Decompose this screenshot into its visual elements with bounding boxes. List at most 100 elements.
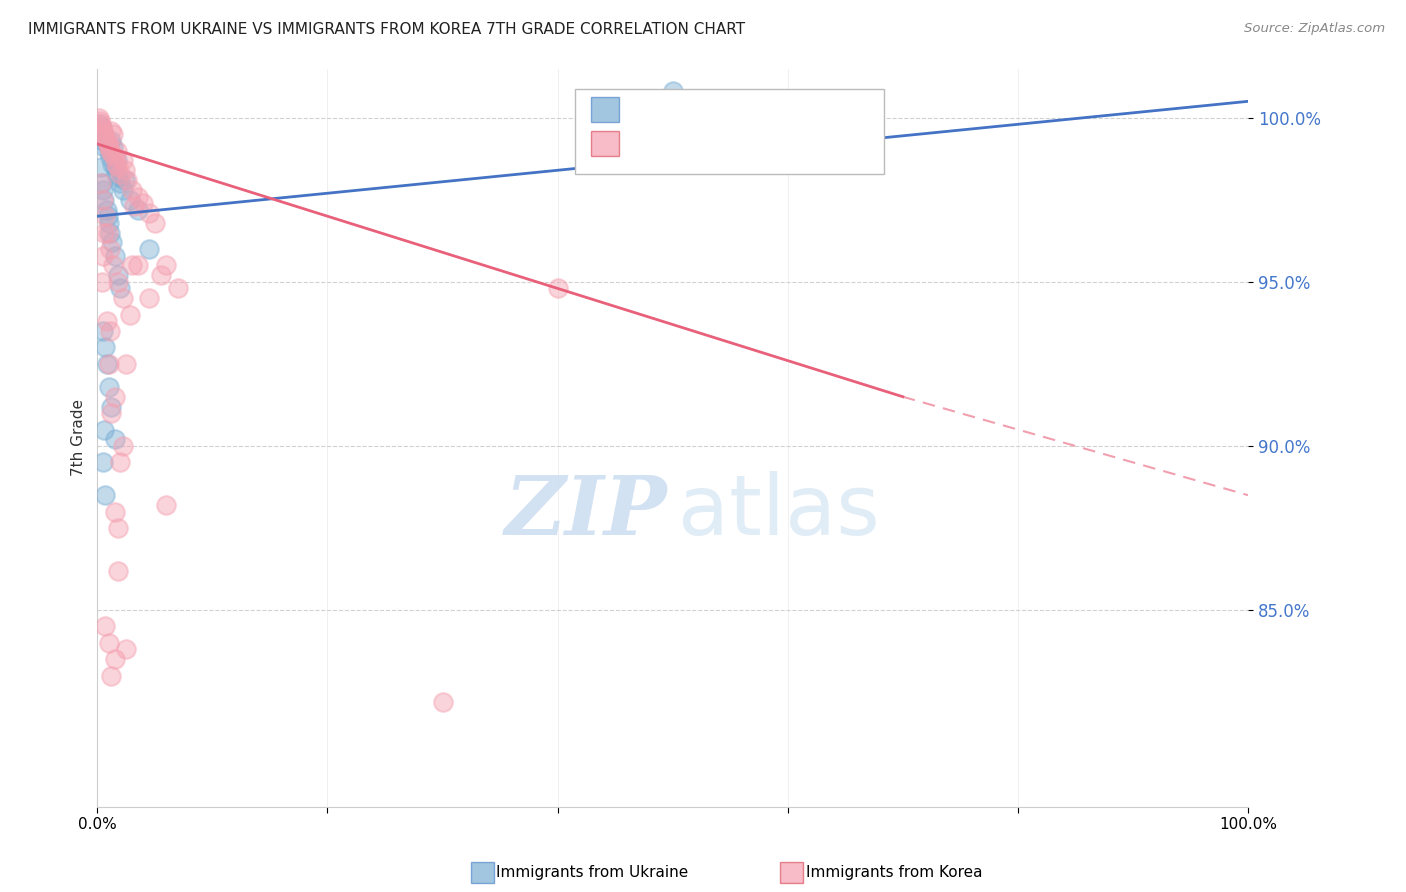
Point (167, 281, 190, 295)
Point (110, 455, 132, 469)
Point (103, 140, 125, 154)
Point (87, 111, 110, 125)
Text: R =: R = (627, 104, 666, 122)
Point (138, 206, 160, 220)
Point (100, 124, 122, 138)
Point (111, 183, 134, 197)
Point (97, 144, 120, 158)
Point (97, 226, 120, 240)
Point (91, 193, 114, 207)
Point (101, 235, 124, 250)
Point (96, 136, 118, 151)
Point (91, 120, 114, 135)
Point (97, 209, 120, 223)
Point (96, 314, 118, 328)
Point (127, 189, 149, 203)
Point (127, 259, 149, 273)
Point (104, 249, 127, 263)
Point (97, 357, 120, 371)
Point (110, 281, 132, 295)
Point (100, 406, 122, 420)
Point (91, 455, 114, 469)
Point (104, 505, 127, 519)
Point (107, 169, 129, 184)
Point (94, 619, 117, 633)
Point (111, 153, 134, 168)
Text: N =: N = (728, 138, 780, 156)
Point (104, 652, 127, 666)
Point (132, 196, 155, 211)
Point (91, 183, 114, 197)
Point (90, 127, 112, 141)
Point (91, 324, 114, 338)
Text: 65: 65 (782, 138, 807, 156)
Point (121, 183, 143, 197)
Point (118, 308, 141, 322)
Point (104, 167, 127, 181)
Point (101, 146, 124, 161)
Point (122, 199, 145, 213)
Point (115, 642, 138, 657)
Point (105, 153, 128, 168)
Point (114, 173, 136, 187)
Point (104, 433, 127, 447)
Point (87, 117, 110, 131)
Point (111, 291, 134, 305)
Point (104, 150, 127, 164)
Point (98, 144, 121, 158)
Point (98, 242, 121, 256)
Point (93, 226, 115, 240)
Point (91, 134, 114, 148)
Point (97, 636, 120, 650)
Y-axis label: 7th Grade: 7th Grade (72, 400, 86, 476)
Point (98, 150, 121, 164)
Point (93, 193, 115, 207)
Point (114, 163, 136, 178)
Point (96, 202, 118, 217)
Point (90, 117, 112, 131)
Text: 0.310: 0.310 (669, 104, 725, 122)
Point (547, 281, 569, 295)
Point (93, 140, 115, 154)
Point (104, 390, 127, 404)
Point (91, 124, 114, 138)
Point (94, 341, 117, 355)
Point (96, 357, 118, 371)
Point (98, 226, 121, 240)
Point (96, 134, 118, 148)
Point (94, 488, 117, 502)
Point (90, 160, 112, 174)
Point (110, 177, 132, 191)
Point (91, 120, 114, 135)
Point (155, 498, 177, 512)
Point (94, 209, 117, 223)
Point (127, 202, 149, 217)
Text: 45: 45 (775, 104, 800, 122)
Point (97, 380, 120, 394)
Point (143, 216, 166, 230)
Text: atlas: atlas (679, 471, 880, 552)
Text: Source: ZipAtlas.com: Source: ZipAtlas.com (1244, 22, 1385, 36)
Point (138, 242, 160, 256)
Point (107, 275, 129, 289)
Point (101, 157, 124, 171)
Point (91, 249, 114, 263)
Text: R =: R = (627, 138, 666, 156)
Point (111, 439, 134, 453)
Point (93, 423, 115, 437)
Point (89, 124, 111, 138)
Point (100, 134, 122, 148)
Point (100, 400, 122, 414)
Point (107, 521, 129, 535)
Point (103, 259, 125, 273)
Point (91, 275, 114, 289)
Text: -0.197: -0.197 (669, 138, 734, 156)
Point (105, 144, 128, 158)
Text: Immigrants from Korea: Immigrants from Korea (806, 865, 983, 880)
Point (118, 193, 141, 207)
Point (107, 268, 129, 283)
Point (149, 268, 172, 283)
Point (138, 291, 160, 305)
Text: N =: N = (721, 104, 773, 122)
Point (661, 85, 683, 99)
